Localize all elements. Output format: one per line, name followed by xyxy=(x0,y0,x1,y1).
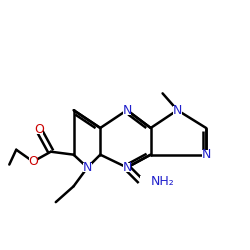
Bar xyxy=(173,106,182,114)
Bar xyxy=(123,106,131,114)
Bar xyxy=(35,126,43,134)
Text: NH₂: NH₂ xyxy=(150,174,174,188)
Text: N: N xyxy=(83,161,92,174)
Bar xyxy=(202,150,210,159)
Bar xyxy=(140,176,160,186)
Bar xyxy=(83,163,92,172)
Bar xyxy=(29,157,37,166)
Text: N: N xyxy=(122,104,132,117)
Bar xyxy=(123,163,131,172)
Text: N: N xyxy=(122,161,132,174)
Text: N: N xyxy=(202,148,211,161)
Text: O: O xyxy=(34,124,44,136)
Text: O: O xyxy=(28,155,38,168)
Text: N: N xyxy=(173,104,182,117)
